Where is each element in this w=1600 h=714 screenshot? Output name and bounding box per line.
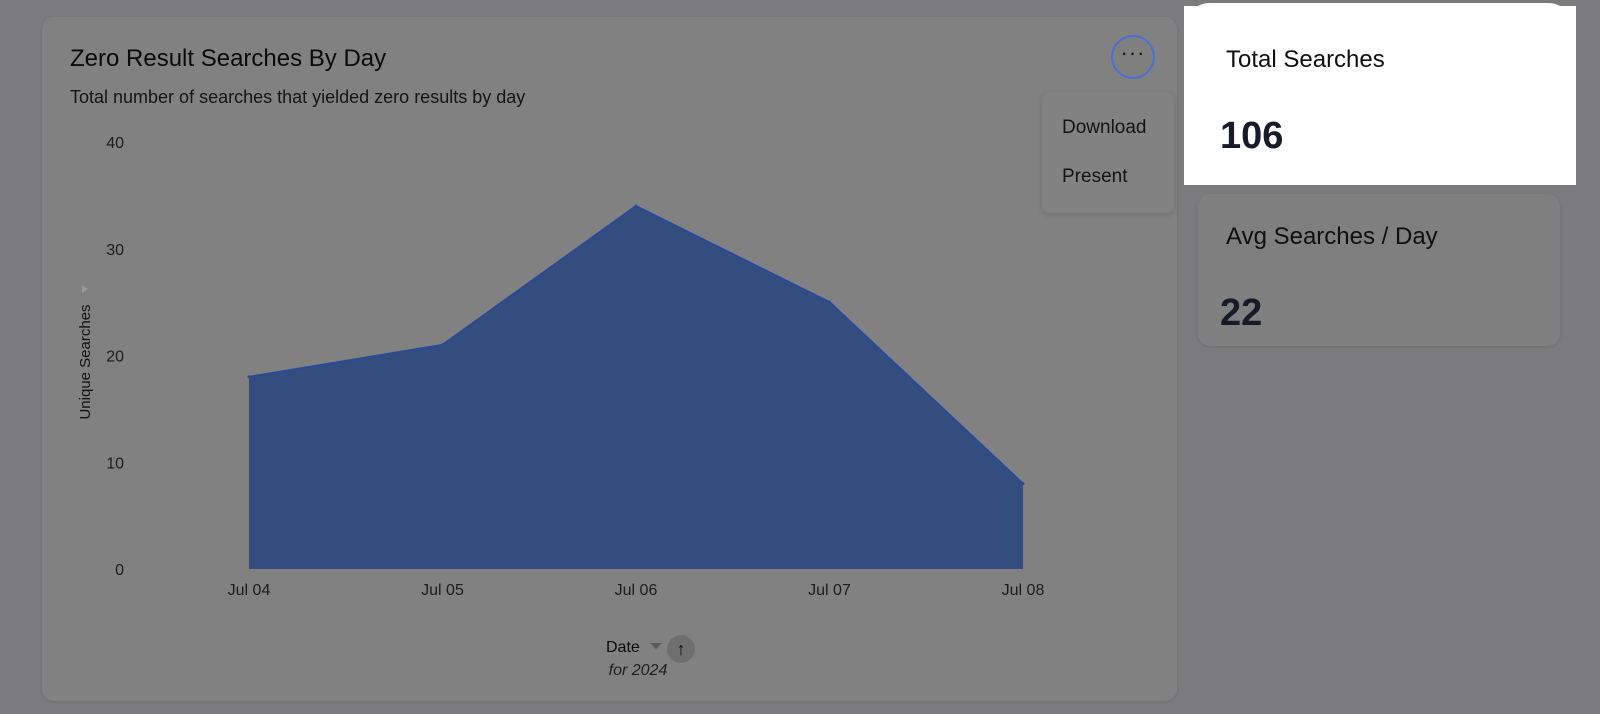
y-tick-label: 30 xyxy=(106,242,124,259)
chart-subtitle: Total number of searches that yielded ze… xyxy=(70,87,526,107)
stat-card-avg-searches[interactable]: Avg Searches / Day 22 xyxy=(1198,194,1560,346)
x-tick-label: Jul 05 xyxy=(421,582,464,599)
chevron-down-icon[interactable] xyxy=(650,643,662,649)
y-axis-label: Unique Searches xyxy=(77,304,94,419)
y-tick-label: 20 xyxy=(106,349,124,366)
data-point xyxy=(634,204,638,208)
stat-value: 106 xyxy=(1220,115,1284,157)
x-tick-label: Jul 08 xyxy=(1002,582,1045,599)
stat-value: 22 xyxy=(1220,292,1263,334)
arrow-up-icon[interactable]: ↑ xyxy=(667,635,695,663)
data-point xyxy=(1021,482,1025,486)
x-tick-label: Jul 07 xyxy=(808,582,851,599)
menu-item-present[interactable]: Present xyxy=(1062,166,1128,187)
menu-item-download[interactable]: Download xyxy=(1062,117,1147,138)
area-series-fill xyxy=(249,206,1023,570)
y-axis-expand-icon xyxy=(82,285,88,293)
more-horizontal-icon: ··· xyxy=(1120,40,1146,65)
data-point xyxy=(441,343,444,347)
chart-card: Zero Result Searches By Day Total number… xyxy=(42,17,1177,701)
x-tick-label: Jul 04 xyxy=(228,582,271,599)
stat-card-total-searches[interactable]: Total Searches 106 xyxy=(1198,17,1560,169)
stat-label: Avg Searches / Day xyxy=(1226,223,1438,250)
x-axis-note: for 2024 xyxy=(608,662,668,679)
stat-label: Total Searches xyxy=(1226,46,1385,73)
x-axis-sort-control: Date ↑ xyxy=(606,635,706,667)
y-tick-label: 10 xyxy=(106,455,124,472)
data-point xyxy=(247,375,251,379)
y-tick-label: 40 xyxy=(106,135,124,152)
more-options-button[interactable]: ··· xyxy=(1111,35,1155,79)
y-tick-label: 0 xyxy=(115,562,124,579)
chart-title: Zero Result Searches By Day xyxy=(70,45,387,72)
x-axis-label[interactable]: Date xyxy=(606,639,640,656)
options-menu: Download Present xyxy=(1042,92,1174,213)
x-tick-label: Jul 06 xyxy=(615,582,658,599)
area-chart: 0 10 20 30 40 Unique Searches Jul 04 Jul 05 Jul … xyxy=(77,135,1045,599)
data-point xyxy=(828,300,831,304)
